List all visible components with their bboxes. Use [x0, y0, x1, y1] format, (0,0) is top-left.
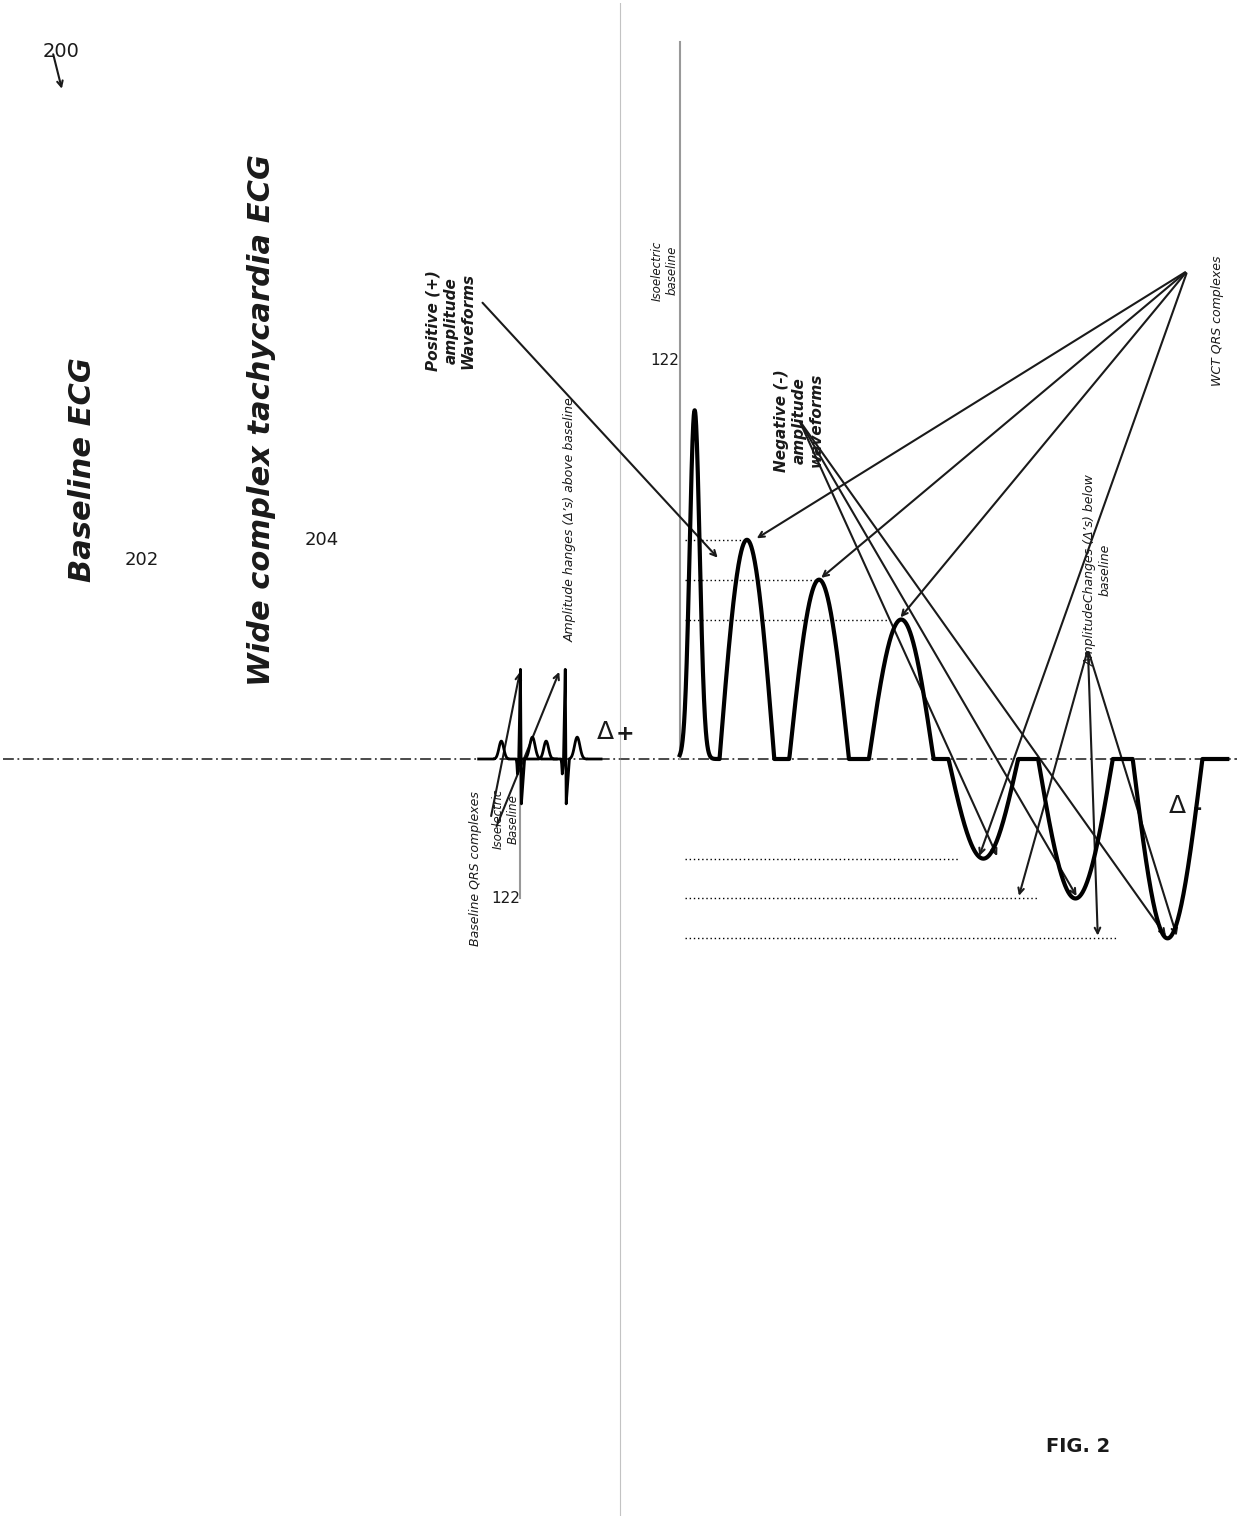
- Text: Wide complex tachycardia ECG: Wide complex tachycardia ECG: [247, 155, 277, 687]
- Text: Isoelectric
baseline: Isoelectric baseline: [651, 240, 678, 301]
- Text: Δ: Δ: [1169, 794, 1185, 817]
- Text: Baseline QRS complexes: Baseline QRS complexes: [469, 791, 482, 946]
- Text: 122: 122: [491, 892, 520, 905]
- Text: 202: 202: [125, 551, 159, 568]
- Text: 200: 200: [42, 41, 79, 61]
- Text: Amplitude hanges (Δ’s) above baseline: Amplitude hanges (Δ’s) above baseline: [564, 398, 577, 643]
- Text: Positive (+)
amplitude
Waveforms: Positive (+) amplitude Waveforms: [425, 270, 476, 371]
- Text: FIG. 2: FIG. 2: [1045, 1437, 1110, 1457]
- Text: WCT QRS complexes: WCT QRS complexes: [1210, 255, 1224, 386]
- Text: AmplitudeChanges (Δ’s) below
baseline: AmplitudeChanges (Δ’s) below baseline: [1084, 474, 1112, 665]
- Text: Negative (-)
amplitude
waveforms: Negative (-) amplitude waveforms: [774, 369, 825, 471]
- Text: Δ: Δ: [596, 720, 614, 744]
- Text: Isoelectric
Baseline: Isoelectric Baseline: [491, 788, 520, 849]
- Text: Baseline ECG: Baseline ECG: [68, 357, 97, 582]
- Text: +: +: [616, 725, 635, 744]
- Text: 204: 204: [304, 530, 339, 548]
- Text: 122: 122: [650, 352, 680, 368]
- Text: -: -: [1193, 799, 1202, 819]
